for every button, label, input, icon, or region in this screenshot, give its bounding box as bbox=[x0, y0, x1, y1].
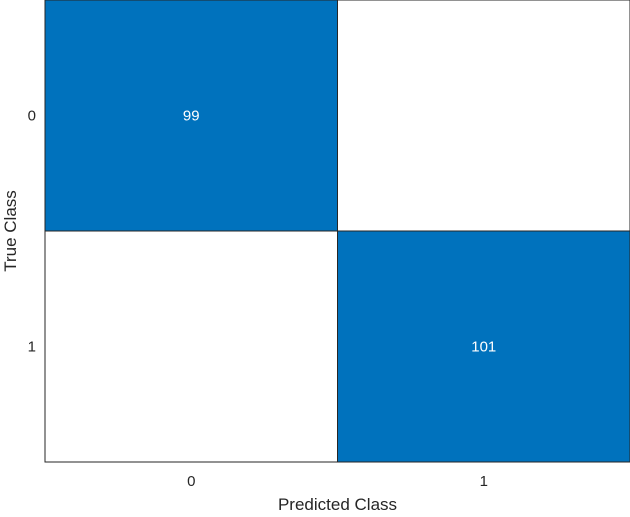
matrix-cell-r1-c0 bbox=[44, 230, 338, 463]
y-tick-label: 1 bbox=[28, 339, 36, 356]
cell-value-r0-c0: 99 bbox=[183, 108, 200, 125]
matrix-cell-r0-c1 bbox=[337, 0, 630, 232]
matrix-cell-r1-c1 bbox=[337, 230, 630, 463]
matrix-cells bbox=[44, 0, 630, 463]
y-tick-label: 0 bbox=[28, 108, 36, 125]
plot-border bbox=[44, 0, 630, 463]
cell-value-r1-c1: 101 bbox=[471, 339, 496, 356]
x-tick-label: 1 bbox=[480, 473, 488, 490]
y-axis-title: True Class bbox=[1, 190, 20, 272]
x-axis-title: Predicted Class bbox=[278, 495, 397, 514]
matrix-cell-labels: 99 101 bbox=[183, 108, 496, 356]
matrix-cell-r0-c0 bbox=[44, 0, 338, 232]
y-tick-labels: 01 bbox=[28, 108, 36, 356]
x-tick-label: 0 bbox=[187, 473, 195, 490]
